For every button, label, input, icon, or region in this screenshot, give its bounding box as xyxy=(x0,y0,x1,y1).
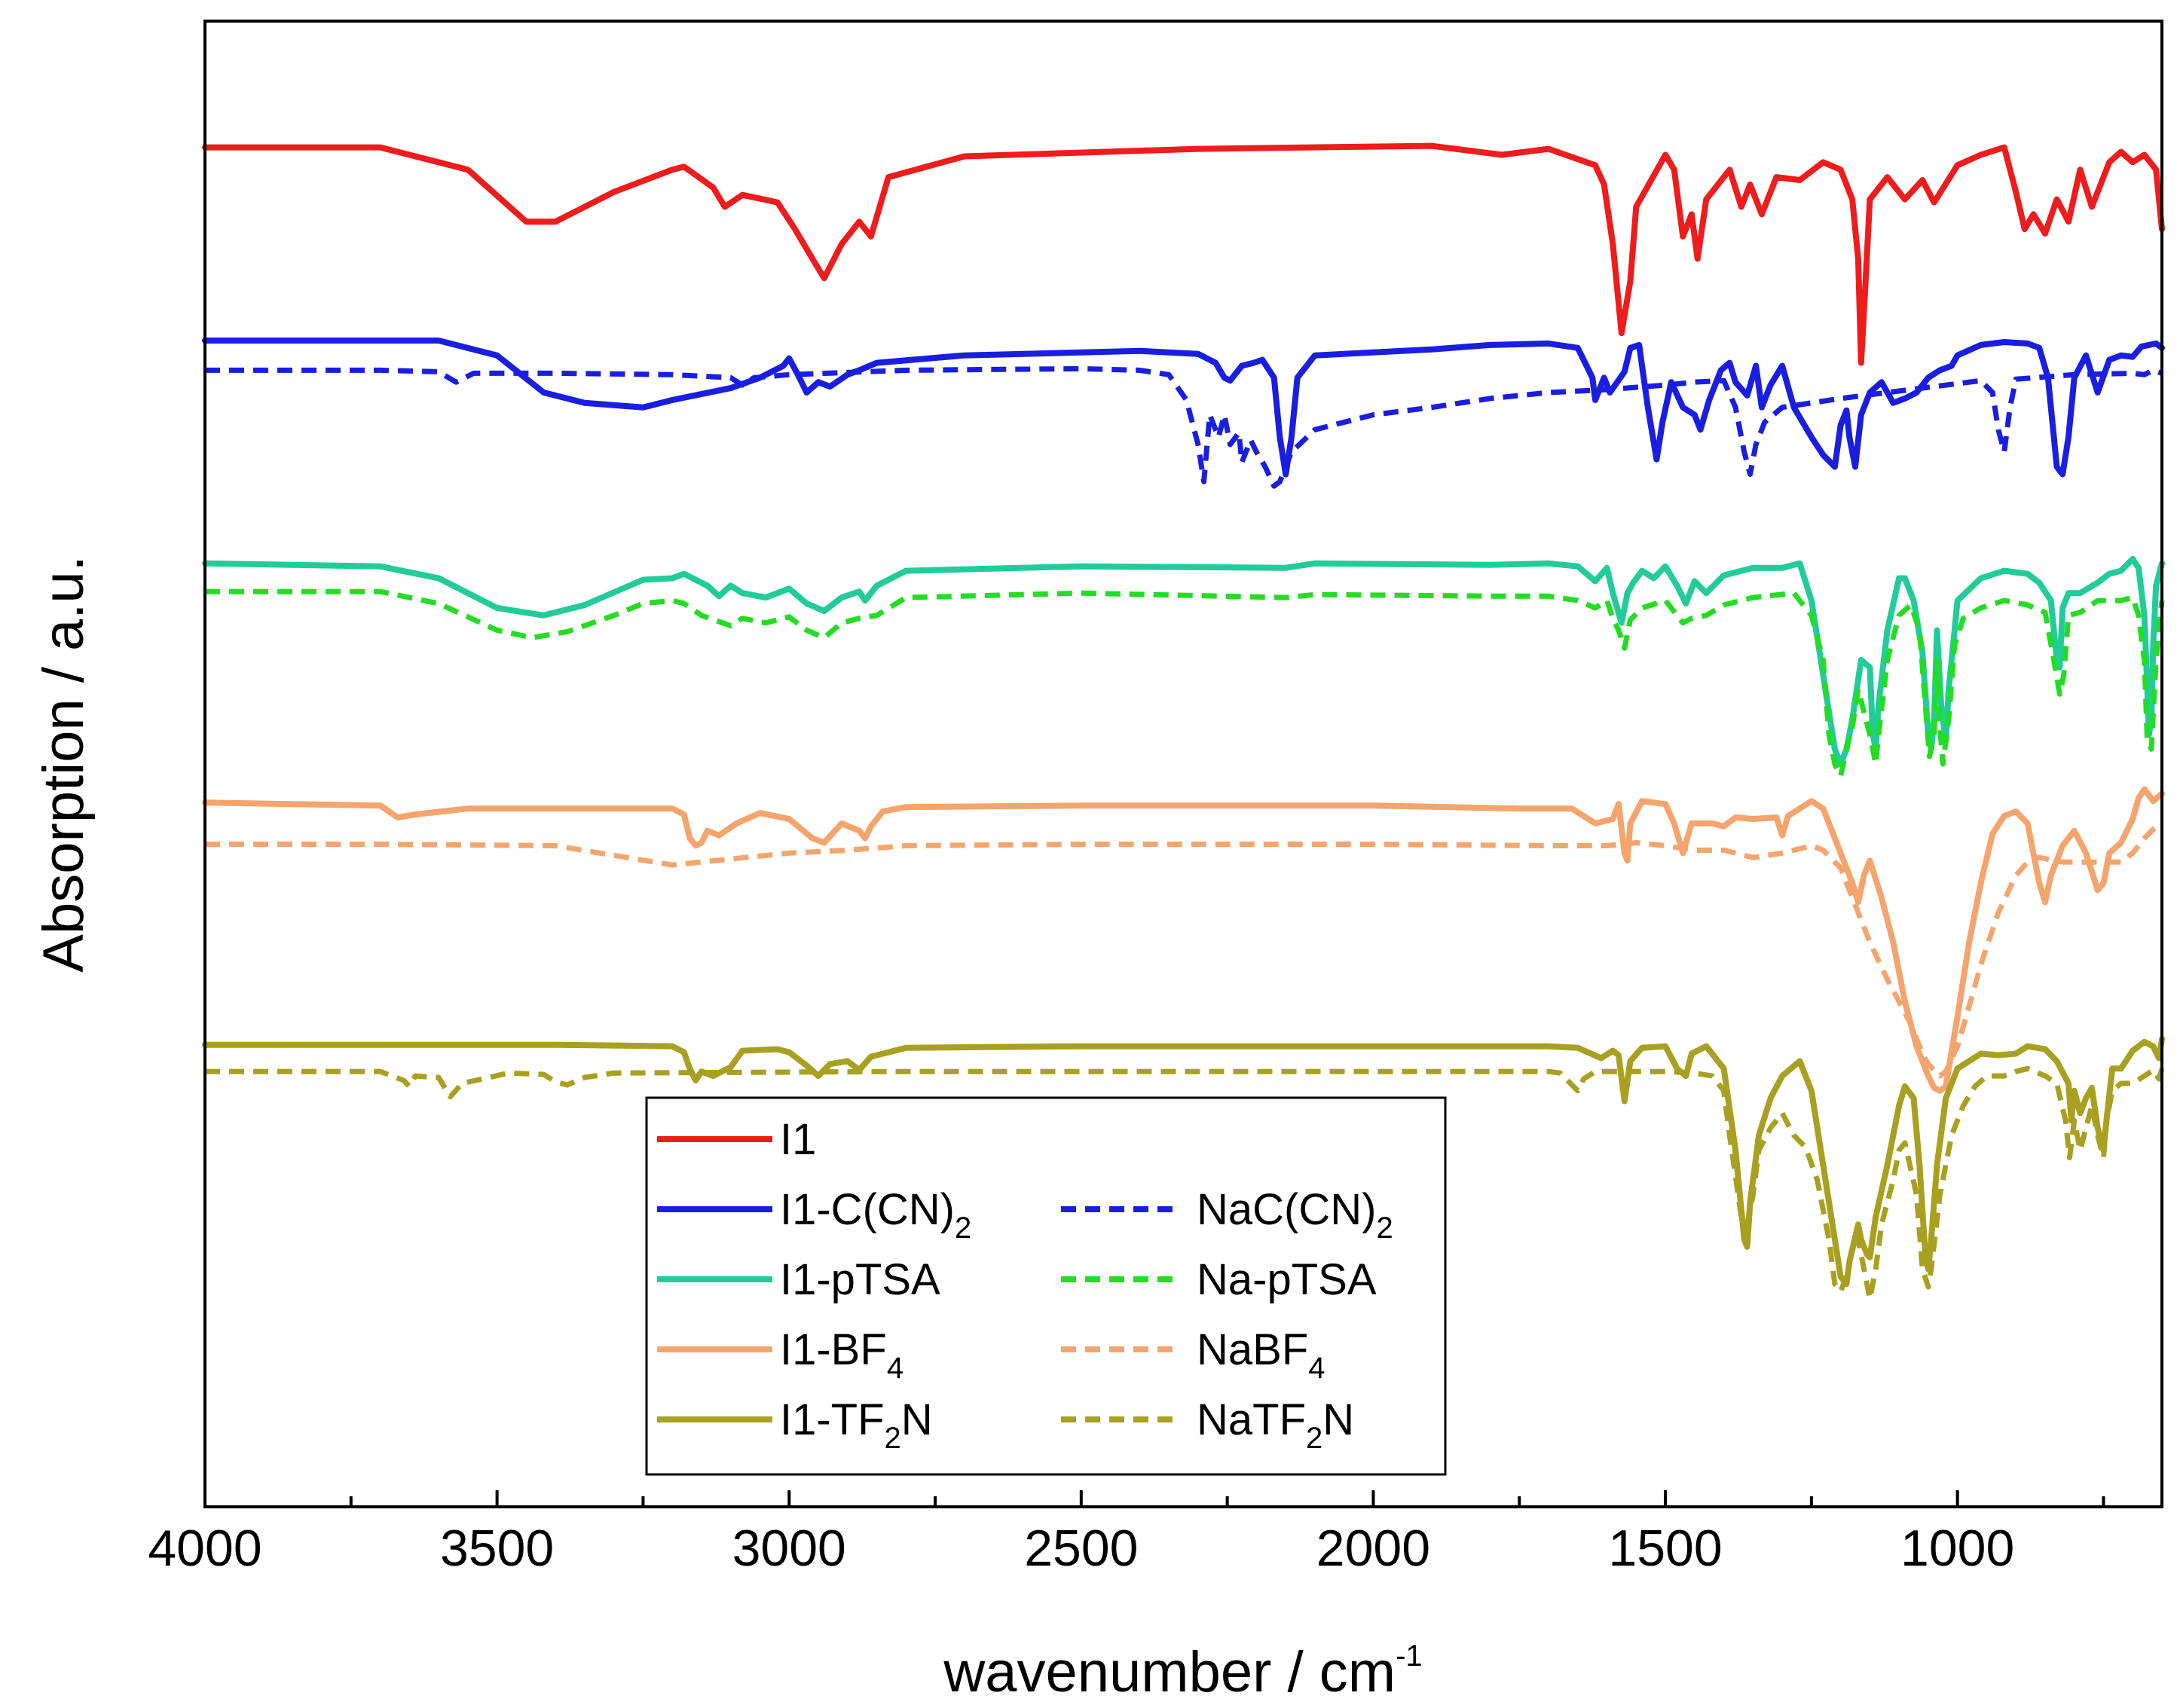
legend-label-subscript: 2 xyxy=(885,1422,901,1455)
legend-label-na_ccn2: NaC(CN)2 xyxy=(1197,1185,1393,1245)
legend-label-subscript: 4 xyxy=(887,1352,904,1385)
series-layer xyxy=(202,142,2165,1302)
series-line-i1_ptsa xyxy=(202,555,2165,767)
series-line-i1_bf4 xyxy=(202,786,2165,1094)
legend-label-na_tf2n: NaTF2N xyxy=(1197,1395,1354,1455)
legend-label-suffix: N xyxy=(901,1395,933,1444)
series-line-i1_tf2n xyxy=(202,1035,2165,1288)
series-line-na_bf4 xyxy=(205,821,2163,1079)
legend-label-subscript: 2 xyxy=(955,1211,971,1245)
legend-label-na_ptsa: Na-pTSA xyxy=(1197,1255,1377,1304)
x-tick-label-3500: 3500 xyxy=(440,1520,554,1577)
legend-label-i1: I1 xyxy=(780,1115,816,1164)
x-tick-label-1500: 1500 xyxy=(1608,1520,1722,1577)
x-tick-label-2000: 2000 xyxy=(1316,1520,1430,1577)
legend-label-main: I1-BF xyxy=(780,1325,887,1374)
x-axis-title-superscript: -1 xyxy=(1396,1639,1423,1673)
legend-label-main: I1-C(CN) xyxy=(780,1185,955,1234)
legend-label-i1_ccn2: I1-C(CN)2 xyxy=(780,1185,971,1245)
y-axis-title: Absorption / a.u. xyxy=(32,555,96,972)
legend-label-i1_bf4: I1-BF4 xyxy=(780,1325,904,1385)
legend-label-subscript: 2 xyxy=(1376,1211,1393,1245)
series-line-na_ccn2 xyxy=(205,365,2163,489)
legend-label-main: I1-pTSA xyxy=(780,1255,940,1304)
x-tick-label-1000: 1000 xyxy=(1900,1520,2014,1577)
legend-label-i1_ptsa: I1-pTSA xyxy=(780,1255,940,1304)
x-axis-title: wavenumber / cm-1 xyxy=(943,1639,1422,1704)
series-line-i1 xyxy=(202,142,2165,366)
series-line-na_tf2n xyxy=(205,1065,2165,1302)
x-tick-label-3000: 3000 xyxy=(732,1520,846,1577)
legend-label-main: I1 xyxy=(780,1115,816,1164)
legend-label-main: NaBF xyxy=(1197,1325,1308,1374)
series-line-na_ptsa xyxy=(205,588,2165,779)
legend-label-main: I1-TF xyxy=(780,1395,885,1444)
legend-box xyxy=(645,1096,1447,1476)
x-tick-label-2500: 2500 xyxy=(1024,1520,1138,1577)
plot-frame xyxy=(203,20,2163,1508)
legend-label-subscript: 4 xyxy=(1308,1352,1325,1385)
legend-label-subscript: 2 xyxy=(1306,1422,1322,1455)
legend-label-main: NaC(CN) xyxy=(1197,1185,1376,1234)
x-tick-label-4000: 4000 xyxy=(148,1520,261,1577)
legend-label-suffix: N xyxy=(1322,1395,1354,1444)
legend-label-na_bf4: NaBF4 xyxy=(1197,1325,1325,1385)
legend-label-i1_tf2n: I1-TF2N xyxy=(780,1395,933,1455)
x-axis: 4000 3500 3000 2500 2000 1500 1000 xyxy=(148,1490,2105,1577)
legend-label-main: NaTF xyxy=(1197,1395,1306,1444)
x-axis-title-main: wavenumber / cm xyxy=(943,1640,1396,1704)
legend-label-main: Na-pTSA xyxy=(1197,1255,1377,1304)
legend: I1I1-C(CN)2I1-pTSAI1-BF4I1-TF2NNaC(CN)2N… xyxy=(645,1096,1447,1476)
